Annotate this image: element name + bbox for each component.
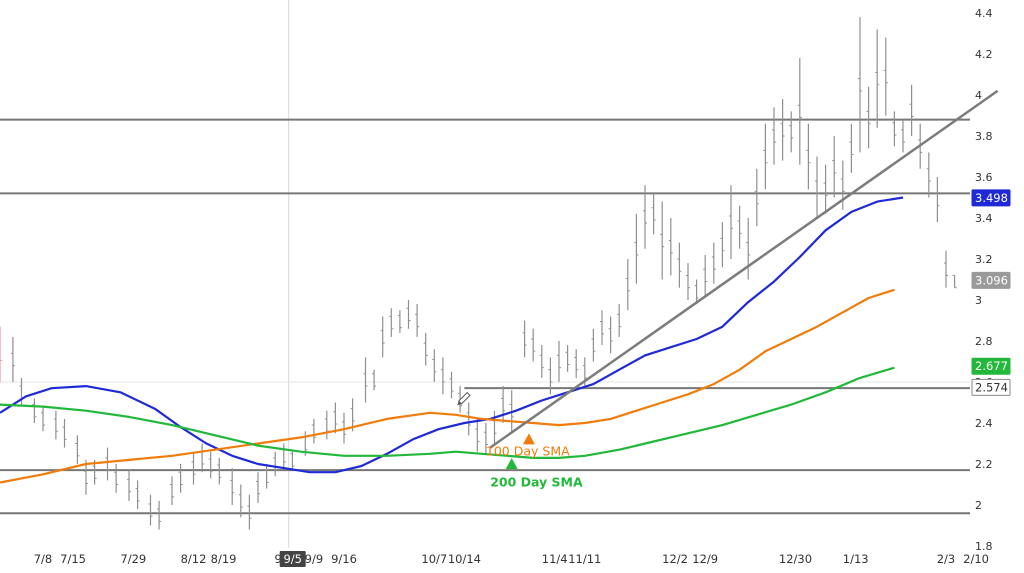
trendline [489, 89, 999, 449]
series-line-0 [0, 196, 904, 474]
pencil-icon-tip [457, 401, 462, 406]
y-tick-label: 4.4 [975, 7, 993, 20]
y-tick-label: 3.8 [975, 130, 993, 143]
series-line-1 [0, 288, 895, 484]
date-highlight-label: 9/5 [283, 552, 302, 566]
x-tick-label: 12/9 [692, 552, 718, 566]
x-tick-label: 11/11 [568, 552, 601, 566]
annotation-label: 100 Day SMA [486, 444, 570, 459]
x-tick-label: 12/2 [662, 552, 688, 566]
date-highlight-badge [279, 551, 306, 567]
last-value-badge [971, 357, 1011, 375]
y-tick-label: 2 [975, 499, 982, 512]
y-tick-label: 2.4 [975, 417, 993, 430]
y-tick-label: 1.8 [975, 540, 993, 553]
last-value-badge [971, 189, 1011, 207]
last-value-label: 2.677 [975, 359, 1008, 373]
last-value-label: 3.498 [975, 191, 1008, 205]
x-tick-label: 1/13 [843, 552, 869, 566]
x-tick-label: 12/30 [779, 552, 812, 566]
x-tick-label: 2/3 [937, 552, 956, 566]
x-tick-label: 7/8 [34, 552, 53, 566]
y-tick-label: 3 [975, 294, 982, 307]
y-tick-label: 4 [975, 89, 982, 102]
y-tick-label: 4.2 [975, 48, 993, 61]
series-line-2 [0, 366, 895, 459]
x-tick-label: 9/16 [331, 552, 357, 566]
y-tick-label: 3.2 [975, 253, 993, 266]
annotation-marker [522, 433, 535, 445]
x-tick-label: 7/29 [120, 552, 146, 566]
x-tick-label: 2/10 [963, 552, 989, 566]
annotation-marker [505, 458, 518, 469]
x-tick-label: 10/7 [421, 552, 447, 566]
last-value-badge [971, 378, 1011, 396]
y-tick-label: 3.4 [975, 212, 993, 225]
x-tick-label: 7/15 [60, 552, 86, 566]
last-value-badge [971, 271, 1011, 289]
x-tick-label: 8/19 [211, 552, 237, 566]
y-tick-label: 3.6 [975, 171, 993, 184]
annotation-label: 200 Day SMA [490, 474, 583, 489]
x-tick-label: 8/12 [181, 552, 207, 566]
y-tick-label: 2.2 [975, 458, 993, 471]
pencil-icon-body [457, 391, 471, 405]
pencil-icon [457, 391, 471, 406]
x-tick-label: 9/9 [305, 552, 324, 566]
x-tick-label: 10/14 [448, 552, 481, 566]
x-tick-label: 11/4 [542, 552, 568, 566]
y-tick-label: 2.8 [975, 335, 993, 348]
last-value-label: 2.574 [975, 380, 1008, 394]
last-value-label: 3.096 [975, 273, 1008, 287]
